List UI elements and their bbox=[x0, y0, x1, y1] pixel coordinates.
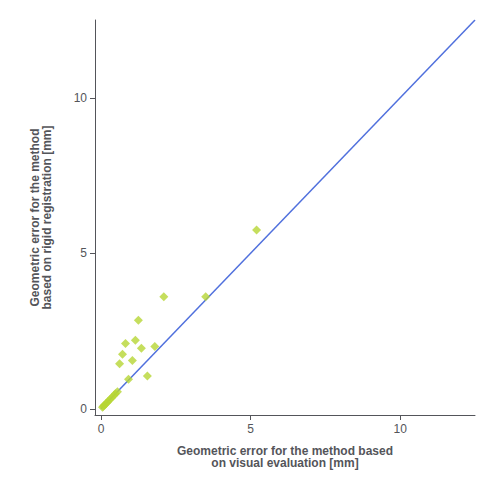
svg-text:5: 5 bbox=[80, 246, 87, 260]
svg-text:0: 0 bbox=[98, 422, 105, 436]
svg-text:based on rigid registration [m: based on rigid registration [mm] bbox=[40, 125, 54, 309]
svg-text:on visual evaluation [mm]: on visual evaluation [mm] bbox=[211, 456, 358, 470]
svg-text:5: 5 bbox=[247, 422, 254, 436]
svg-text:10: 10 bbox=[74, 91, 88, 105]
svg-text:Geometric error for the method: Geometric error for the method bbox=[28, 128, 42, 307]
svg-text:10: 10 bbox=[394, 422, 408, 436]
svg-text:0: 0 bbox=[80, 402, 87, 416]
svg-text:Geometric error for the method: Geometric error for the method based bbox=[177, 444, 393, 458]
